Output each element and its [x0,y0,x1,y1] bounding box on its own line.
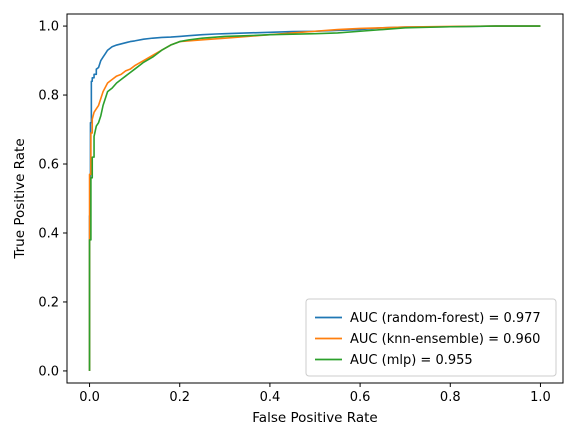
y-axis-label: True Positive Rate [12,138,28,259]
legend-label-1: AUC (knn-ensemble) = 0.960 [350,332,540,347]
y-tick-label: 0.6 [38,158,59,173]
y-tick-label: 0.8 [38,89,59,104]
legend-label-0: AUC (random-forest) = 0.977 [350,311,541,326]
plot-frame [66,13,564,384]
series-line-1 [88,25,541,371]
x-tick-label: 0.0 [79,390,100,405]
y-axis-ticks: 0.0 0.2 0.4 0.6 0.8 1.0 [38,20,67,379]
x-tick-label: 0.6 [350,390,371,405]
series-line-2 [88,25,541,371]
y-tick-label: 0.0 [38,364,59,379]
x-tick-label: 0.8 [440,390,461,405]
legend-box [305,298,557,377]
x-tick-label: 0.2 [169,390,190,405]
x-tick-label: 1.0 [530,390,551,405]
y-tick-label: 0.2 [38,295,59,310]
series-line-0 [88,25,541,371]
series-layer [88,25,541,371]
x-axis-ticks: 0.0 0.2 0.4 0.6 0.8 1.0 [79,383,551,405]
x-tick-label: 0.4 [260,390,281,405]
y-tick-label: 1.0 [38,20,59,35]
legend: AUC (random-forest) = 0.977 AUC (knn-ense… [305,298,557,377]
y-tick-label: 0.4 [38,226,59,241]
x-axis-label: False Positive Rate [252,410,377,426]
legend-label-2: AUC (mlp) = 0.955 [350,353,473,368]
